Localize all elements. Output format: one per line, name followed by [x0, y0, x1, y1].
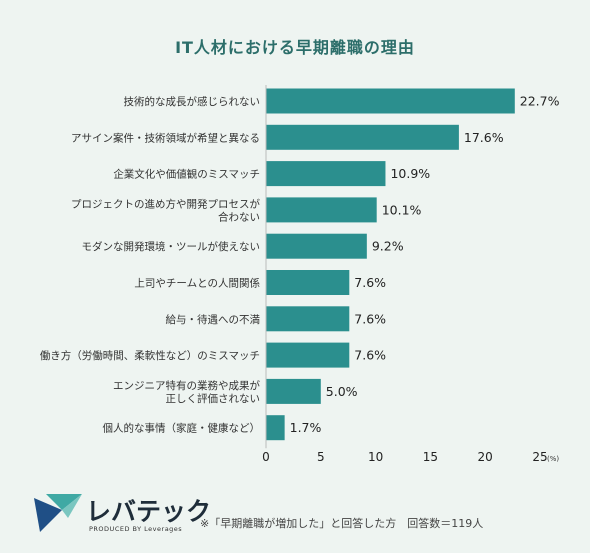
bar — [266, 124, 459, 150]
logo-tagline: PRODUCED BY Leverages — [89, 525, 183, 533]
category-label: プロジェクトの進め方や開発プロセスが — [71, 197, 260, 210]
bar — [266, 197, 377, 223]
bar — [266, 161, 386, 187]
footnote: ※「早期離職が増加した」と回答した方 回答数＝119人 — [200, 517, 484, 530]
category-label: 企業文化や価値観のミスマッチ — [113, 168, 260, 181]
category-label: モダンな開発環境・ツールが使えない — [82, 240, 261, 253]
logo-mark-icon — [34, 494, 82, 532]
category-label: 個人的な事情（家庭・健康など） — [103, 422, 261, 435]
value-label: 7.6% — [354, 275, 386, 290]
x-tick-label: 10 — [368, 450, 383, 464]
category-label: 合わない — [218, 210, 260, 223]
value-label: 1.7% — [290, 420, 322, 435]
bar — [266, 306, 350, 332]
x-tick-label: 25 — [532, 450, 547, 464]
value-label: 5.0% — [326, 384, 358, 399]
value-label: 17.6% — [464, 130, 504, 145]
value-label: 22.7% — [520, 94, 560, 109]
x-tick-label: 20 — [478, 450, 493, 464]
value-label: 9.2% — [372, 239, 404, 254]
brand-logo: レバテック PRODUCED BY Leverages — [32, 492, 211, 538]
value-label: 10.9% — [390, 166, 430, 181]
bar — [266, 233, 367, 259]
x-tick-label: 15 — [423, 450, 438, 464]
bar — [266, 415, 285, 441]
category-label: アサイン案件・技術領域が希望と異なる — [71, 131, 260, 144]
value-label: 7.6% — [354, 348, 386, 363]
category-label: 働き方（労働時間、柔軟性など）のミスマッチ — [40, 349, 260, 362]
bar — [266, 88, 515, 114]
x-tick-label: 0 — [262, 450, 270, 464]
category-label: 上司やチームとの人間関係 — [134, 278, 260, 290]
value-label: 10.1% — [382, 202, 422, 217]
logo-name: レバテック — [86, 497, 212, 526]
category-label: エンジニア特有の業務や成果が — [113, 379, 260, 392]
category-label: 技術的な成長が感じられない — [124, 95, 261, 108]
bar — [266, 342, 350, 368]
category-label: 正しく評価されない — [166, 392, 261, 405]
chart-title: IT人材における早期離職の理由 — [175, 38, 415, 57]
bar — [266, 270, 350, 295]
value-label: 7.6% — [354, 311, 386, 326]
x-unit-label: (%) — [547, 455, 559, 463]
bar — [266, 378, 321, 404]
x-tick-label: 5 — [317, 450, 325, 464]
category-label: 給与・待遇への不満 — [166, 313, 261, 326]
